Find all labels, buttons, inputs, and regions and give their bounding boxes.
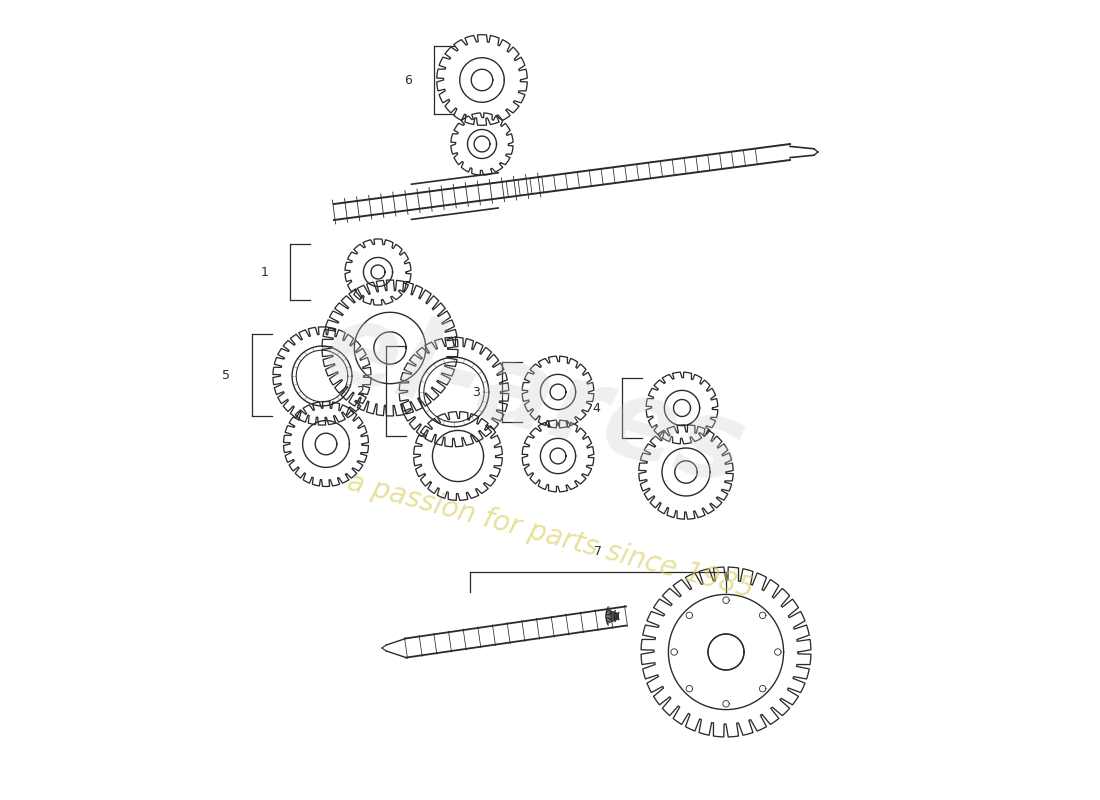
Text: 3: 3 [473,386,481,398]
Text: 4: 4 [593,402,601,414]
Text: a passion for parts since 1985: a passion for parts since 1985 [343,468,757,604]
Text: 5: 5 [222,369,230,382]
Text: 7: 7 [594,545,602,558]
Text: 2: 2 [356,385,364,398]
Text: el-ares: el-ares [312,293,756,507]
Text: 1: 1 [261,266,268,278]
Text: 6: 6 [405,74,412,86]
